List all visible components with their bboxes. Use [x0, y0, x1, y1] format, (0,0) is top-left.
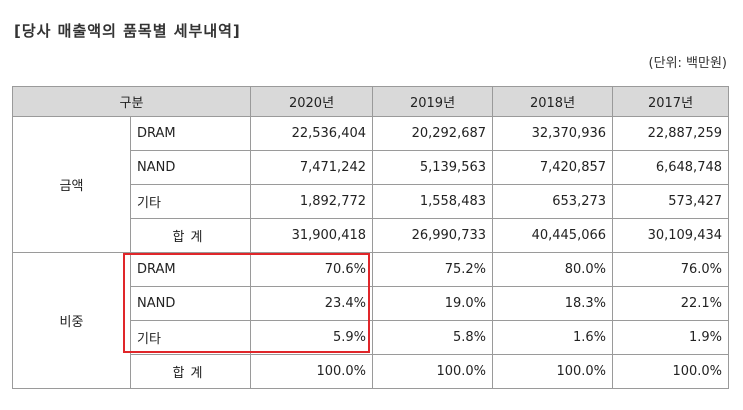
row-label: 기타	[129, 320, 252, 355]
cell: 6,648,748	[612, 150, 730, 185]
cell: 100.0%	[492, 354, 614, 389]
cell: 20,292,687	[372, 116, 494, 151]
cell: 100.0%	[372, 354, 494, 389]
cell: 1,892,772	[250, 184, 374, 219]
table-row: NAND 7,471,242 5,139,563 7,420,857 6,648,748	[13, 150, 730, 185]
row-label: DRAM	[129, 252, 252, 287]
row-label: 기타	[129, 184, 252, 219]
table-row: 비중 DRAM 70.6% 75.2% 80.0% 76.0%	[12, 252, 730, 389]
cell: 40,445,066	[492, 218, 614, 253]
cell: 100.0%	[612, 354, 730, 389]
table-row: 합계 100.0% 100.0% 100.0% 100.0%	[13, 354, 730, 389]
header-row: 구분 2020년 2019년 2018년 2017년	[11, 86, 730, 117]
cell: 22,536,404	[250, 116, 374, 151]
cell: 22.1%	[612, 286, 730, 321]
cell: 80.0%	[492, 252, 614, 287]
table-row: 기타 1,892,772 1,558,483 653,273 573,427	[13, 184, 730, 219]
cell: 1.6%	[492, 320, 614, 355]
column-header: 2020년	[250, 86, 374, 117]
cell: 70.6%	[250, 252, 374, 287]
cell: 573,427	[612, 184, 730, 219]
cell: 7,471,242	[250, 150, 374, 185]
column-header: 2017년	[612, 86, 730, 117]
column-header: 2018년	[492, 86, 614, 117]
table-body: 금액 DRAM 22,536,404 20,292,687 32,370,936 22,8…	[12, 116, 730, 389]
cell: 30,109,434	[612, 218, 730, 253]
row-label: NAND	[129, 150, 252, 185]
row-label: DRAM	[129, 116, 252, 151]
cell: 1.9%	[612, 320, 730, 355]
unit-note: (단위: 백만원)	[648, 56, 727, 71]
cell: 5,139,563	[372, 150, 494, 185]
group-label: 비중	[12, 252, 131, 389]
cell: 75.2%	[372, 252, 494, 287]
cell: 5.9%	[250, 320, 374, 355]
table-row: 기타 5.9% 5.8% 1.6% 1.9%	[13, 320, 730, 355]
cell: 76.0%	[612, 252, 730, 287]
group-label: 금액	[12, 116, 131, 253]
cell: 18.3%	[492, 286, 614, 321]
cell: 31,900,418	[250, 218, 374, 253]
cell: 5.8%	[372, 320, 494, 355]
cell: 22,887,259	[612, 116, 730, 151]
cell: 100.0%	[250, 354, 374, 389]
row-label: NAND	[129, 286, 252, 321]
column-header: 2019년	[372, 86, 494, 117]
row-label: 합계	[129, 218, 252, 253]
row-label: 합계	[129, 354, 252, 389]
cell: 653,273	[492, 184, 614, 219]
table-row: 금액 DRAM 22,536,404 20,292,687 32,370,936 22,8…	[12, 116, 730, 253]
cell: 26,990,733	[372, 218, 494, 253]
column-header: 구분	[11, 86, 252, 117]
cell: 23.4%	[250, 286, 374, 321]
cell: 7,420,857	[492, 150, 614, 185]
sales-table: 구분 2020년 2019년 2018년 2017년 금액 DRAM 22,536,404 2…	[11, 86, 730, 389]
cell: 1,558,483	[372, 184, 494, 219]
cell: 32,370,936	[492, 116, 614, 151]
table-row: 합계 31,900,418 26,990,733 40,445,066 30,109,4…	[13, 218, 730, 253]
cell: 19.0%	[372, 286, 494, 321]
title: [당사 매출액의 품목별 세부내역]	[14, 22, 241, 40]
table-row: NAND 23.4% 19.0% 18.3% 22.1%	[13, 286, 730, 321]
